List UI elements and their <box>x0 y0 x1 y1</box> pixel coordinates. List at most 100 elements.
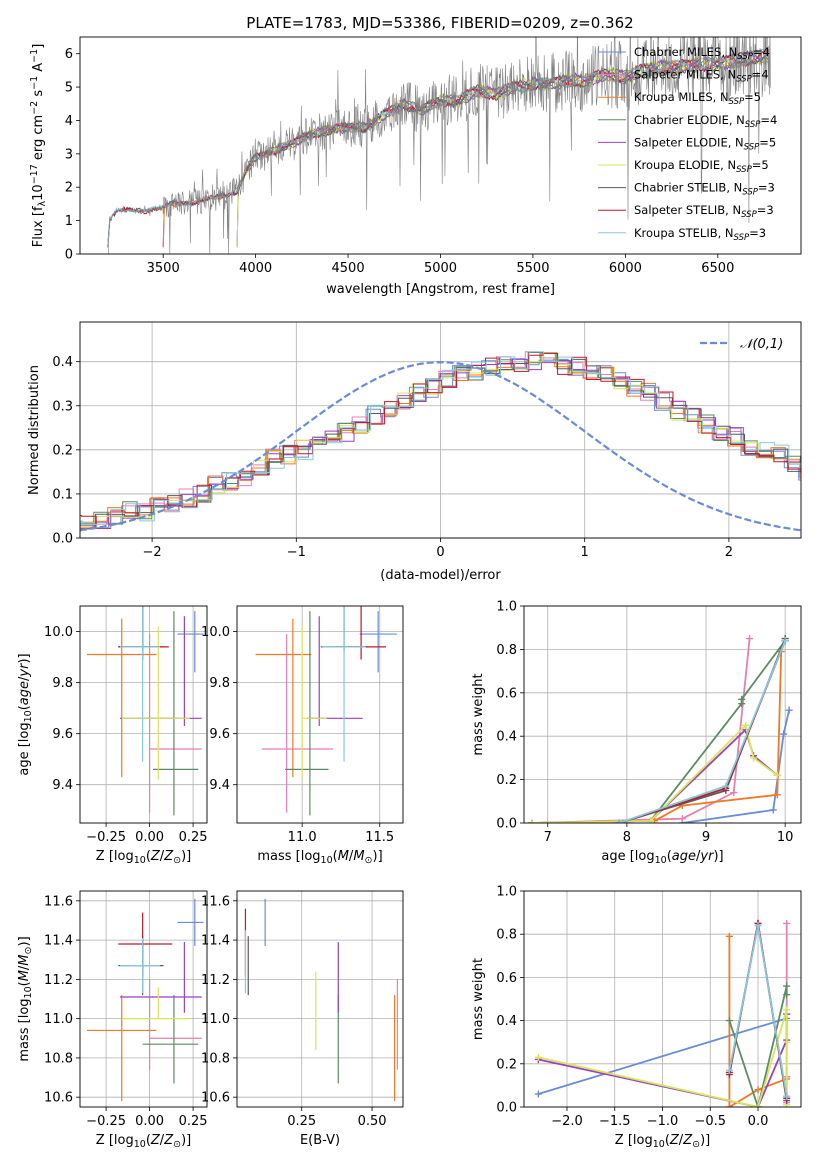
y-tick-label: 11.6 <box>44 894 73 909</box>
y-tick-label: 0.6 <box>496 971 517 986</box>
x-axis-label: Z [log10(Z/Z⊙)] <box>96 849 191 866</box>
weight-marker <box>534 1090 542 1098</box>
y-tick-label: 11.4 <box>201 934 230 949</box>
axes-frame <box>79 890 208 1108</box>
y-axis-label: mass [log10(M/M⊙)] <box>17 936 34 1061</box>
axes-frame <box>236 890 404 1108</box>
mass-vs-extinction-panel: 0.25 0.50 10.6 10.8 11.0 11.2 11.4 11.6 E(B-V) <box>201 890 404 1148</box>
data-point <box>142 995 199 1084</box>
age-vs-mass-plot-area <box>255 606 397 816</box>
weight-marker <box>742 721 750 729</box>
data-point <box>121 626 190 780</box>
mass-weight-vs-age-plot-area <box>528 635 793 823</box>
weight-marker <box>647 817 655 823</box>
legend-entry: Kroupa STELIB, NSSP=3 <box>634 226 766 243</box>
x-tick-label: 1 <box>581 545 589 560</box>
weight-marker <box>725 1103 733 1107</box>
observed-spectrum <box>107 37 772 254</box>
weight-marker <box>783 1038 791 1046</box>
weight-marker <box>773 791 781 799</box>
x-tick-label: 0.25 <box>179 1114 208 1129</box>
axes-frame <box>236 605 404 824</box>
y-tick-label: 0.8 <box>496 643 517 658</box>
weight-marker <box>534 1053 542 1061</box>
y-tick-label: 0.4 <box>496 730 517 745</box>
weight-marker <box>746 635 754 643</box>
histogram-chabrier-stelib <box>80 352 801 531</box>
x-tick-label: 4000 <box>239 261 272 276</box>
weight-marker <box>722 782 730 790</box>
data-point <box>255 618 312 778</box>
data-point <box>86 618 157 778</box>
legend-entry: Salpeter ELODIE, NSSP=5 <box>634 135 776 152</box>
x-tick-label: 0.00 <box>135 830 164 845</box>
y-tick-label: 3 <box>65 147 73 162</box>
data-point <box>120 938 161 994</box>
data-point <box>120 606 161 762</box>
mass-weight-vs-age-panel: 7 8 9 10 0.0 0.2 0.4 0.6 0.8 1.0 age [log10(age/yr… <box>471 600 802 866</box>
y-tick-label: 10.8 <box>44 1051 73 1066</box>
weight-marker <box>615 819 623 823</box>
x-tick-label: 5500 <box>516 261 549 276</box>
weight-marker <box>785 706 793 714</box>
y-tick-label: 11.0 <box>44 1012 73 1027</box>
normal-curve <box>80 360 801 532</box>
y-tick-label: 0.2 <box>52 443 73 458</box>
y-tick-label: 0.6 <box>496 686 517 701</box>
y-tick-label: 11.0 <box>201 1012 230 1027</box>
weight-series-salpeter-miles <box>531 638 751 823</box>
x-tick-label: 0.50 <box>358 1114 387 1129</box>
y-tick-label: 0.8 <box>496 928 517 943</box>
y-tick-label: 1 <box>65 214 73 229</box>
x-tick-label: 0.0 <box>748 1114 769 1129</box>
y-axis-label: Flux [fλ10−17 erg cm−2 s−1 A−1] <box>29 44 48 248</box>
y-tick-label: 0.4 <box>496 1014 517 1029</box>
axes-frame <box>79 321 802 539</box>
weight-marker <box>738 695 746 703</box>
data-point <box>86 995 157 1102</box>
mass-vs-extinction-plot-area <box>244 898 398 1102</box>
x-tick-label: 4500 <box>332 261 365 276</box>
x-tick-label: −1.5 <box>599 1114 631 1129</box>
data-point <box>118 606 169 660</box>
data-point <box>322 606 366 762</box>
weight-marker <box>783 1092 791 1100</box>
legend-entry: Chabrier STELIB, NSSP=3 <box>634 181 775 198</box>
y-tick-label: 11.4 <box>44 934 73 949</box>
weight-marker <box>750 754 758 762</box>
y-axis-label: Normed distribution <box>27 365 42 495</box>
data-point <box>306 616 363 726</box>
y-tick-label: 9.6 <box>209 727 230 742</box>
data-point <box>153 611 199 816</box>
residual-histogram-panel: −2 −1 0 1 2 0.0 0.1 0.2 0.3 0.4 (data-model)/error… <box>27 321 802 583</box>
age-vs-metallicity-plot-area <box>86 606 204 816</box>
x-tick-label: 0 <box>436 545 444 560</box>
data-point <box>261 634 334 813</box>
weight-marker <box>783 919 791 927</box>
mass-weight-vs-metallicity-plot-area <box>534 919 791 1107</box>
x-axis-label: mass [log10(M/M⊙)] <box>257 849 382 866</box>
data-point <box>285 611 329 816</box>
weight-marker <box>725 932 733 940</box>
y-tick-label: 11.2 <box>44 973 73 988</box>
weight-marker <box>783 982 791 990</box>
y-tick-label: 0.4 <box>52 355 73 370</box>
x-tick-label: 2 <box>725 545 733 560</box>
data-point <box>359 611 397 673</box>
y-tick-label: 2 <box>65 181 73 196</box>
weight-marker <box>754 1086 762 1094</box>
x-axis-label: (data-model)/error <box>380 568 501 583</box>
y-tick-label: 10.8 <box>201 1051 230 1066</box>
y-tick-label: 0.1 <box>52 487 73 502</box>
legend-entry: Kroupa ELODIE, NSSP=5 <box>634 158 769 175</box>
y-tick-label: 0 <box>65 248 73 263</box>
x-tick-label: −2 <box>143 545 162 560</box>
x-tick-label: 0.25 <box>179 830 208 845</box>
weight-series-chabrier-elodie <box>728 985 788 1107</box>
weight-marker <box>780 730 788 738</box>
weight-series-salpeter-elodie <box>531 728 778 823</box>
weight-series-salpeter-stelib <box>618 640 787 823</box>
legend-entry: Chabrier MILES, NSSP=4 <box>634 45 770 62</box>
y-tick-label: 0.0 <box>496 1101 517 1116</box>
x-axis-label: wavelength [Angstrom, rest frame] <box>326 282 555 297</box>
